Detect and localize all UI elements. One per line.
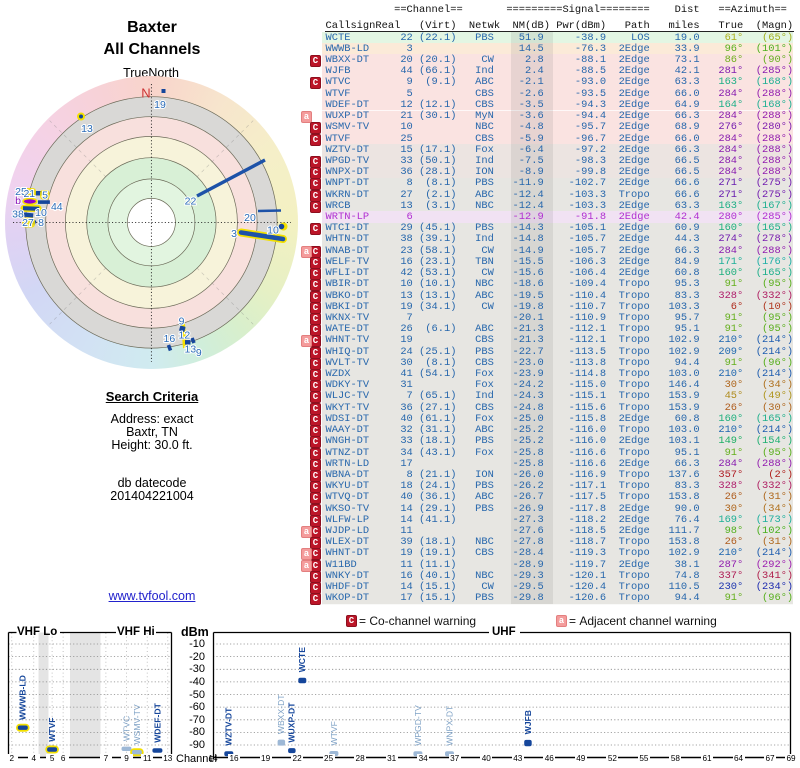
svg-text:9: 9 bbox=[179, 316, 185, 328]
svg-text:44: 44 bbox=[51, 201, 63, 213]
svg-text:22: 22 bbox=[185, 196, 197, 208]
svg-text:21: 21 bbox=[23, 188, 35, 200]
svg-text:10: 10 bbox=[35, 207, 47, 219]
svg-text:16: 16 bbox=[164, 333, 176, 345]
svg-text:WNPX-DT: WNPX-DT bbox=[444, 705, 454, 746]
svg-text:12: 12 bbox=[179, 330, 191, 342]
svg-text:9: 9 bbox=[196, 347, 202, 359]
svg-text:27: 27 bbox=[22, 217, 34, 229]
svg-text:WWWB-LD: WWWB-LD bbox=[18, 675, 28, 720]
svg-text:WDEF-DT: WDEF-DT bbox=[152, 702, 162, 742]
svg-text:WTVF: WTVF bbox=[47, 717, 57, 741]
svg-text:13: 13 bbox=[81, 123, 93, 135]
svg-text:WPGD-TV: WPGD-TV bbox=[413, 705, 423, 746]
svg-text:WSMV-TV: WSMV-TV bbox=[132, 704, 142, 744]
svg-text:WBXX-DT: WBXX-DT bbox=[276, 694, 286, 734]
svg-text:3: 3 bbox=[231, 228, 237, 240]
svg-text:20: 20 bbox=[244, 212, 256, 224]
svg-text:13: 13 bbox=[185, 344, 197, 356]
svg-text:N: N bbox=[141, 86, 150, 101]
svg-text:WTVF: WTVF bbox=[329, 721, 339, 745]
svg-text:WUXP-DT: WUXP-DT bbox=[287, 702, 297, 743]
svg-text:WJFB: WJFB bbox=[523, 710, 533, 734]
svg-text:b: b bbox=[15, 195, 21, 207]
svg-text:10: 10 bbox=[267, 225, 279, 237]
svg-text:WCTE: WCTE bbox=[297, 647, 307, 673]
svg-text:5: 5 bbox=[42, 190, 48, 202]
svg-text:8: 8 bbox=[38, 217, 44, 229]
svg-text:WZTV-DT: WZTV-DT bbox=[224, 707, 234, 746]
svg-text:WTVC: WTVC bbox=[121, 716, 131, 741]
svg-text:25: 25 bbox=[15, 186, 27, 198]
svg-text:38: 38 bbox=[12, 209, 24, 221]
svg-text:19: 19 bbox=[154, 99, 166, 111]
